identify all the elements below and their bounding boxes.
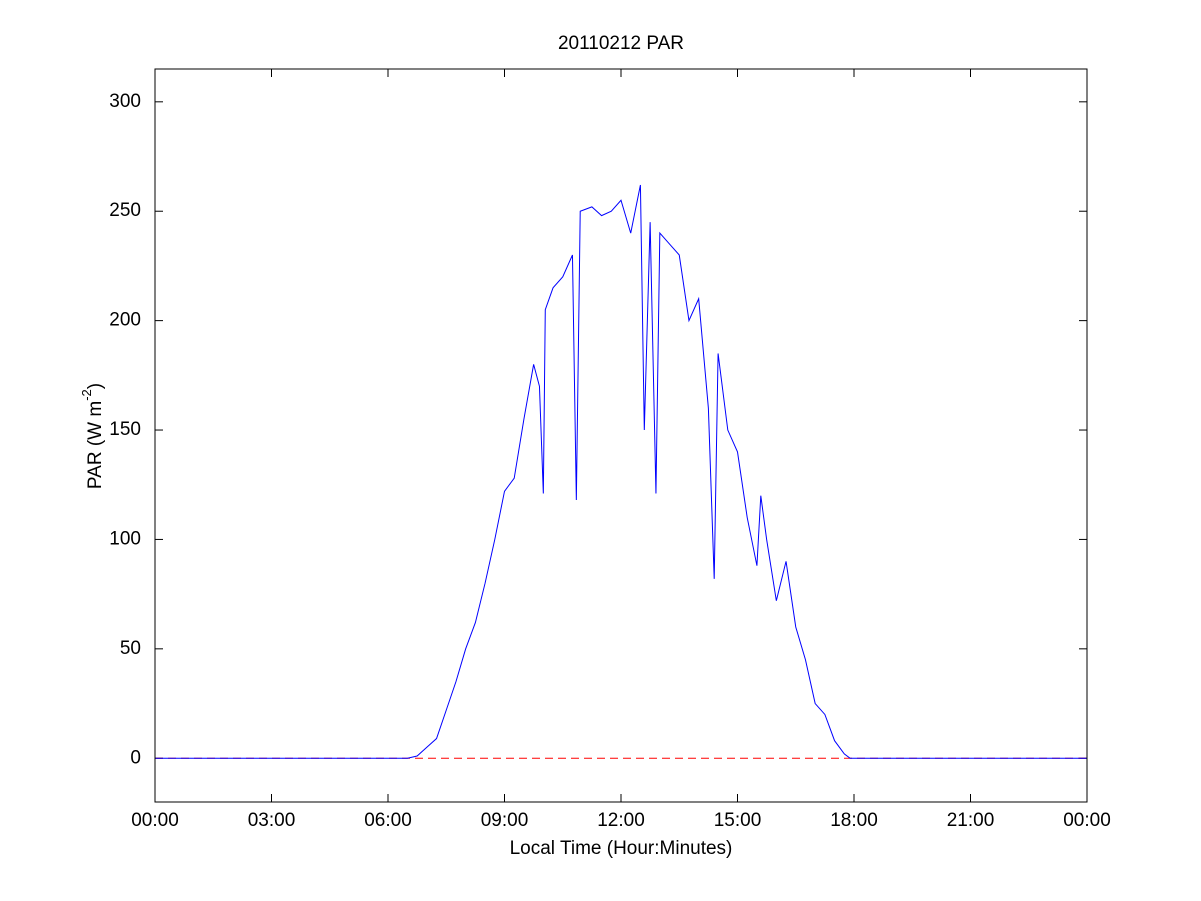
- chart-title: 20110212 PAR: [558, 33, 684, 54]
- x-tick-label: 15:00: [714, 810, 762, 831]
- y-tick-label: 50: [120, 638, 141, 659]
- y-tick-label: 100: [109, 528, 141, 549]
- x-tick-label: 00:00: [131, 810, 179, 831]
- x-axis-label: Local Time (Hour:Minutes): [510, 838, 733, 859]
- y-label-superscript: -2: [79, 389, 94, 401]
- y-tick-label: 0: [130, 747, 141, 768]
- y-axis-label: PAR (W m-2): [79, 383, 106, 489]
- x-tick-label: 06:00: [364, 810, 412, 831]
- x-tick-label: 12:00: [597, 810, 645, 831]
- y-tick-label: 250: [109, 200, 141, 221]
- x-tick-label: 00:00: [1063, 810, 1111, 831]
- x-tick-label: 21:00: [947, 810, 995, 831]
- y-tick-label: 150: [109, 419, 141, 440]
- data-line: [155, 184, 1087, 759]
- x-tick-label: 18:00: [830, 810, 878, 831]
- y-tick-label: 200: [109, 310, 141, 331]
- y-label-text: ): [85, 383, 106, 389]
- plot-frame: [154, 68, 1088, 803]
- x-tick-label: 03:00: [248, 810, 296, 831]
- x-tick-label: 09:00: [481, 810, 529, 831]
- y-tick-label: 300: [109, 91, 141, 112]
- y-label-text: PAR (W m: [85, 401, 106, 489]
